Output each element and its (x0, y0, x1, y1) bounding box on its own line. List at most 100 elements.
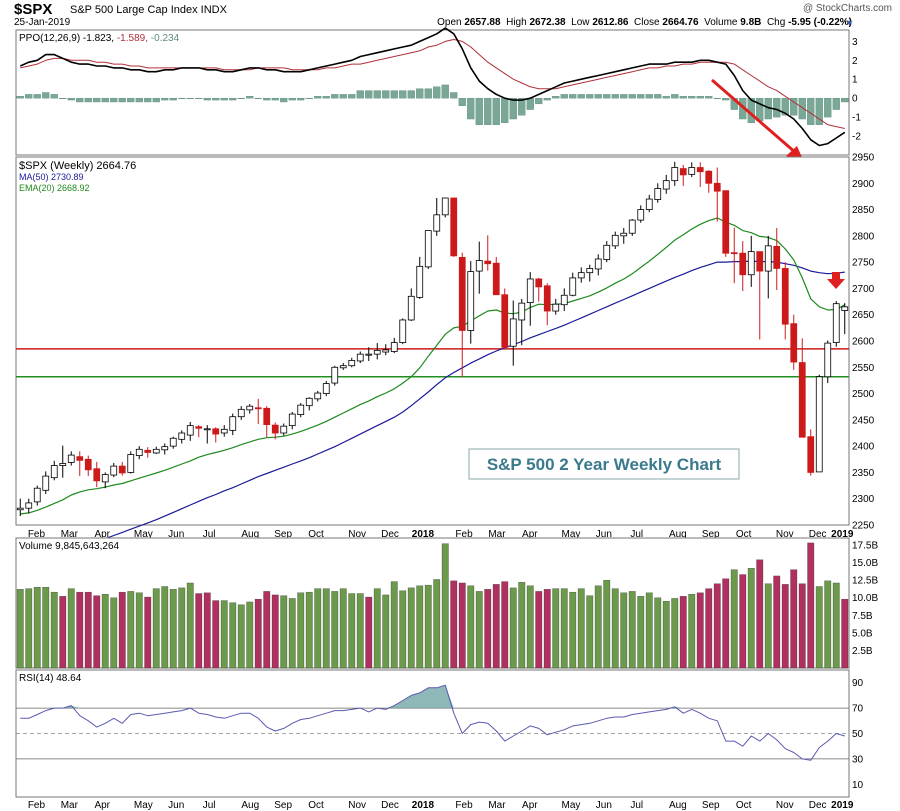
price-axis-tick-label: 2400 (852, 442, 875, 453)
candle-body (662, 180, 670, 190)
volume-bar (764, 583, 772, 669)
ppo-histogram-bar (781, 97, 789, 116)
ppo-histogram-bar (543, 97, 551, 101)
candle-body (424, 230, 432, 268)
volume-bar (807, 542, 815, 669)
volume-bar (93, 595, 101, 669)
candle-body (509, 318, 517, 347)
candle-body (679, 168, 687, 176)
price-axis-tick-label: 2900 (852, 179, 875, 190)
ppo-histogram-bar (67, 97, 75, 101)
candle-body (577, 272, 585, 279)
volume-bar (577, 588, 585, 669)
ppo-histogram-bar (569, 94, 577, 99)
volume-bar (654, 597, 662, 669)
candle-body (314, 392, 322, 400)
ppo-histogram-bar (59, 97, 67, 99)
ppo-histogram-bar (679, 96, 687, 99)
candle-body (135, 448, 143, 457)
ppo-histogram-bar (33, 94, 41, 99)
candle-body (288, 413, 296, 427)
volume-bar (730, 569, 738, 669)
rsi-axis-tick-label: 30 (852, 754, 864, 765)
candle-body (824, 342, 832, 378)
ppo-histogram-bar (195, 97, 203, 99)
candle-body (416, 265, 424, 298)
candle-body (518, 302, 526, 321)
candle-body (560, 294, 568, 306)
ppo-histogram-bar (220, 97, 228, 101)
price-axis-tick-label: 2750 (852, 258, 875, 269)
ppo-legend: PPO(12,26,9) -1.823, -1.589, -0.234 (19, 33, 180, 44)
volume-bar (220, 600, 228, 669)
volume-bar (42, 587, 50, 669)
ppo-histogram-bar (458, 97, 466, 106)
ppo-histogram-bar (42, 92, 50, 99)
volume-bar (186, 582, 194, 669)
candle-body (722, 190, 730, 254)
volume-bar (195, 593, 203, 669)
ppo-histogram-bar (475, 97, 483, 125)
rsi-axis-tick-label: 90 (852, 678, 864, 689)
volume-bar (144, 596, 152, 669)
volume-bar (229, 602, 237, 669)
ppo-histogram-bar (322, 96, 330, 99)
candle-body (212, 428, 220, 435)
candle-body (356, 353, 364, 362)
ppo-histogram-bar (297, 97, 305, 101)
candle-body (305, 397, 313, 407)
low-label: Low (571, 17, 590, 28)
candle-body (186, 425, 194, 436)
candle-body (705, 170, 713, 184)
candle-body (152, 448, 160, 454)
candle-body (450, 197, 458, 257)
volume-bar (841, 598, 849, 669)
rsi-x-tick-label: Mar (488, 800, 506, 811)
volume-bar (263, 591, 271, 669)
volume-bar (832, 582, 840, 669)
ppo-histogram-bar (424, 88, 432, 99)
ppo-histogram-bar (339, 94, 347, 99)
volume-bar (59, 596, 67, 669)
candle-body (297, 404, 305, 416)
ppo-histogram-bar (696, 96, 704, 99)
price-x-tick-label: Oct (736, 529, 752, 540)
price-x-tick-label: Mar (488, 529, 506, 540)
ppo-histogram-bar (577, 94, 585, 99)
candle-body (220, 428, 228, 434)
volume-bar (127, 591, 135, 669)
candle-body (841, 306, 849, 311)
ppo-histogram-bar (365, 90, 373, 99)
volume-bar (390, 581, 398, 669)
candle-body (467, 271, 475, 331)
candle-body (67, 454, 75, 463)
volume-bar (603, 580, 611, 669)
volume-bar (747, 568, 755, 669)
ppo-axis-tick-label: 2 (852, 56, 858, 67)
price-x-tick-label: Feb (28, 529, 46, 540)
ppo-histogram-bar (152, 97, 160, 103)
volume-bar (178, 587, 186, 669)
candle-body (713, 182, 721, 192)
ppo-histogram-bar (25, 94, 33, 99)
chevron-down-icon[interactable]: ▼ (845, 18, 854, 28)
ppo-histogram-bar (229, 97, 237, 101)
candle-body (382, 349, 390, 353)
candle-body (178, 432, 186, 440)
price-x-tick-label: 2018 (412, 529, 435, 540)
price-x-tick-label: Oct (308, 529, 324, 540)
ppo-histogram-bar (501, 97, 509, 124)
volume-value: 9.8B (740, 17, 762, 28)
volume-bar (526, 585, 534, 669)
volume-bar (781, 584, 789, 669)
candle-body (271, 424, 279, 434)
candle-body (93, 468, 101, 482)
volume-bar (756, 559, 764, 669)
volume-bar (25, 588, 33, 669)
volume-bar (713, 583, 721, 669)
ppo-histogram-bar (161, 97, 169, 101)
ppo-histogram-bar (484, 97, 492, 125)
candle-body (399, 319, 407, 343)
volume-axis-tick-label: 2.5B (852, 646, 873, 657)
ppo-histogram-bar (169, 97, 177, 101)
